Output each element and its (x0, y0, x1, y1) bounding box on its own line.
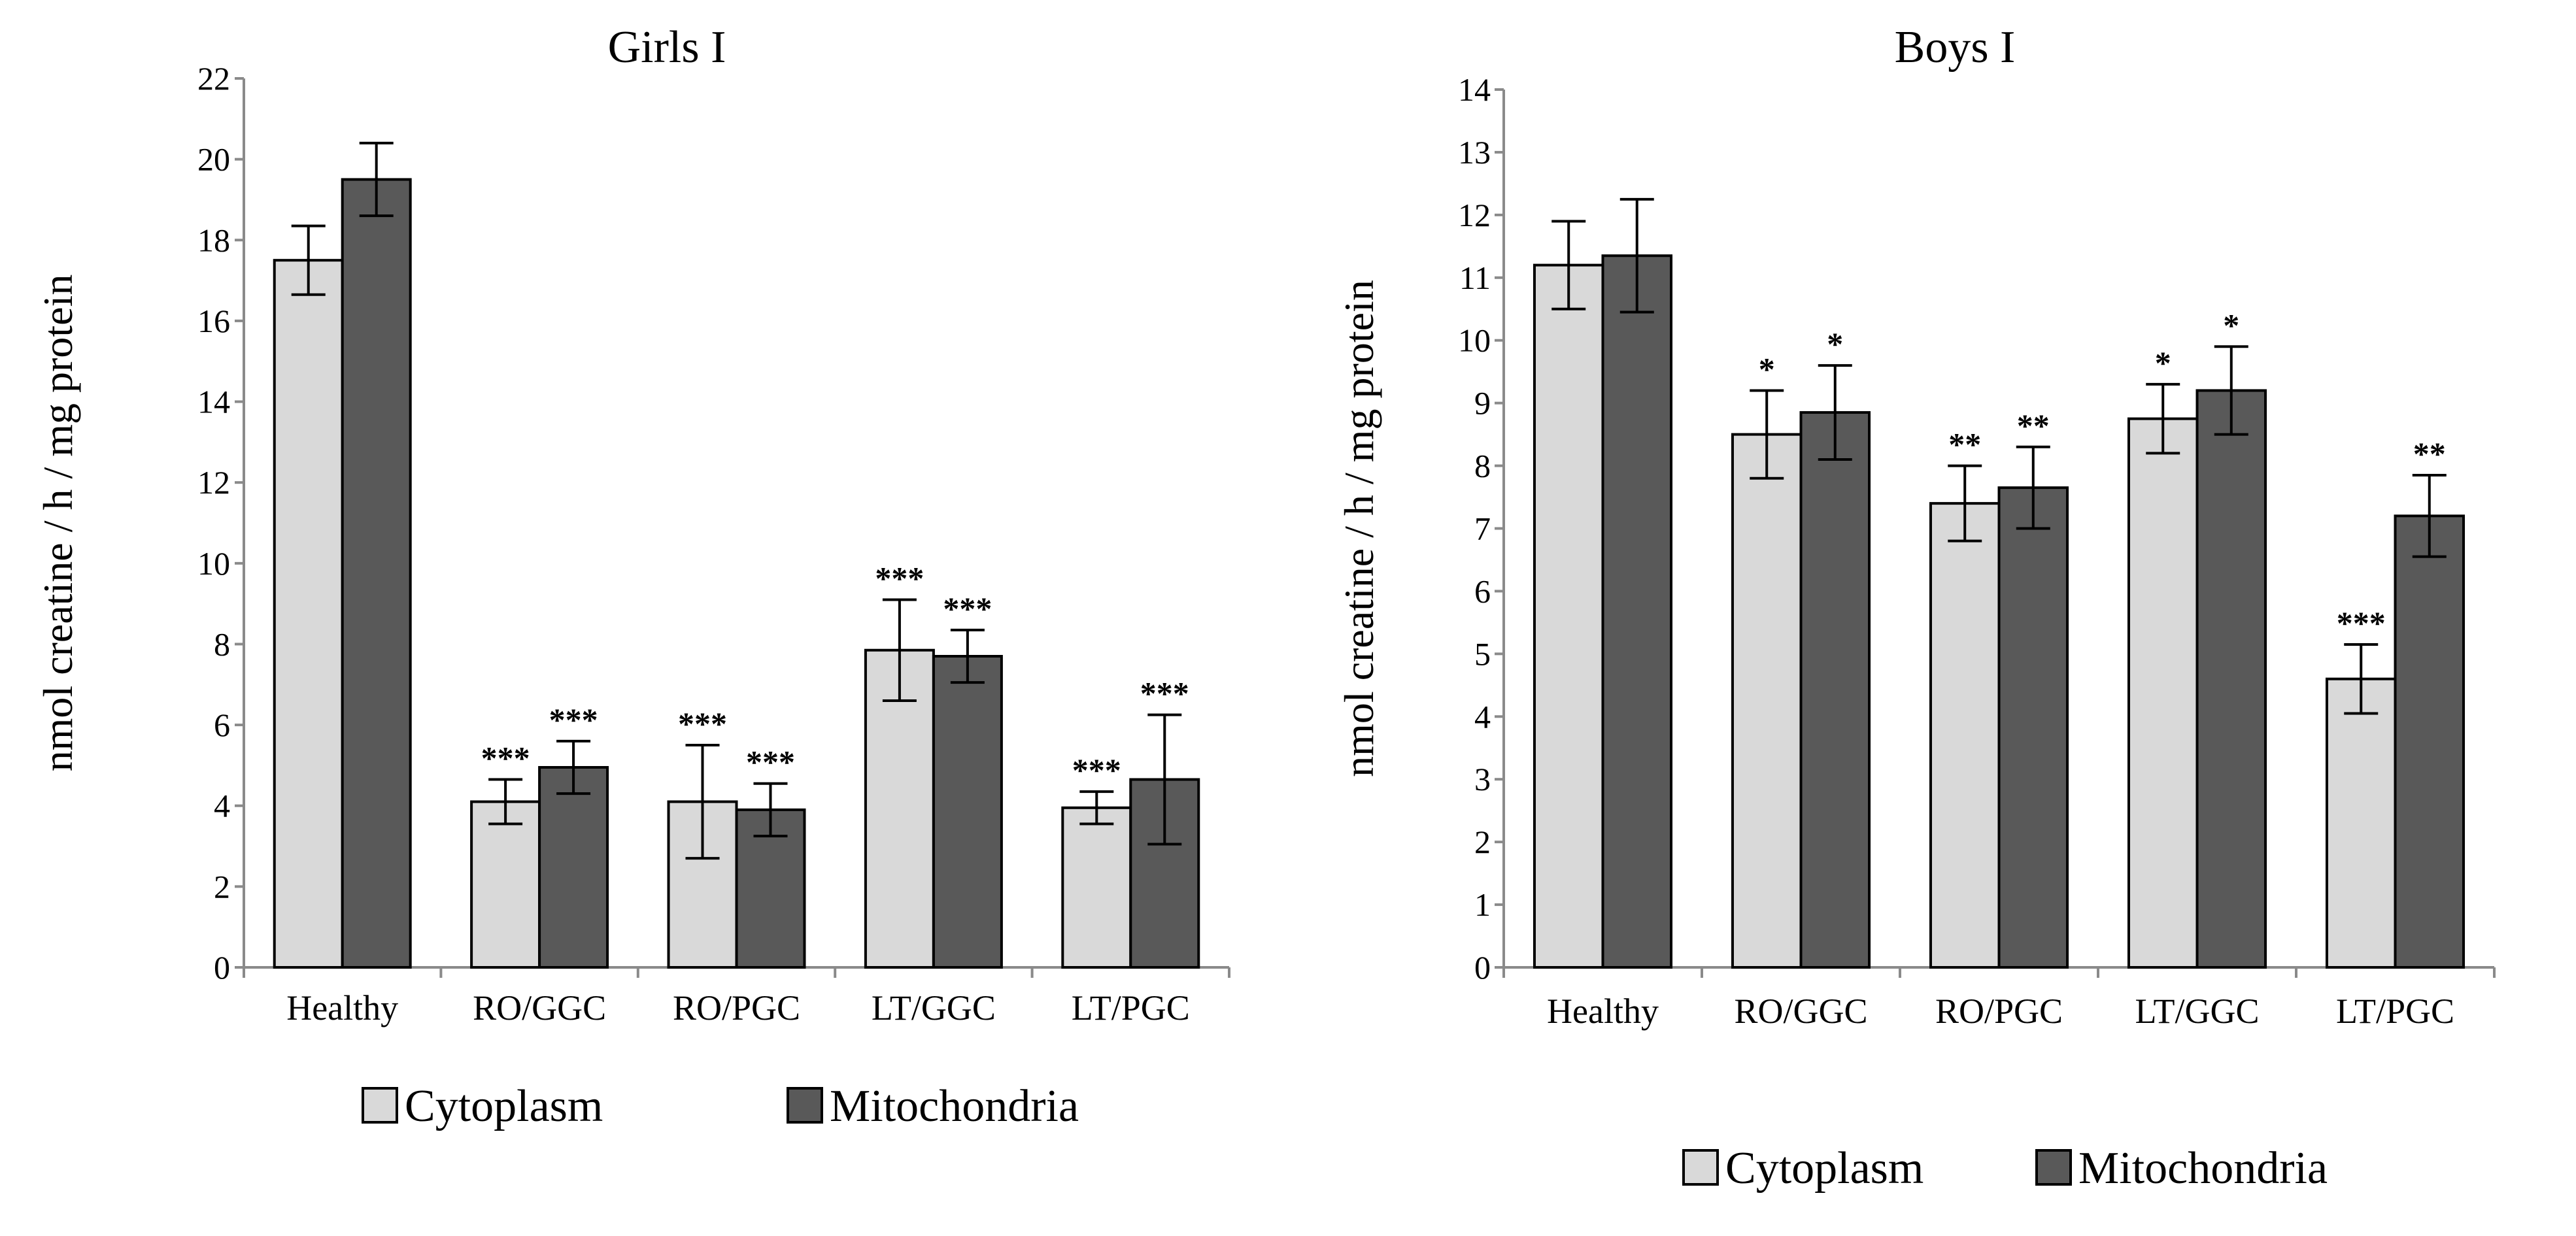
significance-mark: ** (2413, 435, 2446, 472)
x-tick-label: Healthy (286, 988, 398, 1027)
significance-mark: ** (2017, 407, 2050, 444)
y-tick-label: 18 (197, 222, 230, 258)
y-tick-label: 13 (1458, 134, 1491, 171)
legend-swatch-mitochondria (787, 1087, 823, 1124)
x-tick-label: RO/PGC (673, 988, 800, 1027)
x-tick-label: LT/PGC (2336, 992, 2454, 1031)
significance-mark: *** (2337, 605, 2386, 641)
chart-girls: Girls I nmol creatine / h / mg protein 0 2 4… (35, 22, 1230, 1131)
y-tick-label: 16 (197, 303, 230, 339)
significance-mark: * (2155, 344, 2171, 381)
legend-label-cytoplasm: Cytoplasm (1725, 1143, 1924, 1194)
chart-title: Boys I (1895, 22, 2016, 73)
significance-mark: *** (481, 740, 530, 777)
legend-swatch-cytoplasm (1682, 1149, 1719, 1186)
significance-mark: *** (1140, 675, 1189, 712)
y-tick-label: 0 (1474, 949, 1491, 986)
y-tick-label: 2 (214, 868, 230, 905)
y-tick-label: 14 (197, 384, 230, 420)
y-tick-label: 4 (214, 788, 230, 824)
bar-mitochondria (2394, 514, 2466, 969)
bar-cytoplasm (1929, 502, 2001, 969)
y-tick-label: 5 (1474, 635, 1491, 672)
y-tick-label: 22 (197, 60, 230, 97)
bar-cytoplasm (1061, 806, 1132, 969)
y-tick-label: 9 (1474, 385, 1491, 422)
bar-cytoplasm (2127, 417, 2199, 969)
bar-cytoplasm (470, 800, 541, 969)
significance-mark: *** (875, 560, 924, 596)
bar-mitochondria (341, 178, 412, 969)
significance-mark: *** (678, 705, 727, 742)
bar-cytoplasm (2325, 677, 2397, 969)
bar-mitochondria (932, 655, 1003, 969)
significance-mark: * (1759, 350, 1775, 387)
y-tick-label: 6 (1474, 573, 1491, 609)
significance-mark: ** (1948, 426, 1981, 463)
y-tick-label: 12 (197, 464, 230, 501)
significance-mark: *** (549, 701, 598, 738)
bar-cytoplasm (1731, 433, 1803, 969)
y-tick-label: 10 (1458, 322, 1491, 359)
x-tick-label: RO/PGC (1935, 992, 2063, 1031)
bar-mitochondria (1997, 486, 2069, 969)
x-tick-label: Healthy (1547, 992, 1659, 1031)
y-tick-label: 1 (1474, 886, 1491, 923)
x-tick-label: RO/GGC (473, 988, 606, 1027)
y-tick-label: 2 (1474, 824, 1491, 860)
significance-mark: * (1827, 326, 1843, 362)
bar-cytoplasm (1533, 263, 1604, 969)
y-tick-label: 11 (1459, 259, 1491, 296)
y-axis-label: nmol creatine / h / mg protein (35, 275, 81, 772)
x-tick-label: LT/GGC (2135, 992, 2259, 1031)
y-axis-label: nmol creatine / h / mg protein (1336, 280, 1382, 777)
x-tick-label: RO/GGC (1734, 992, 1867, 1031)
bar-mitochondria (538, 766, 609, 969)
y-tick-label: 10 (197, 545, 230, 582)
y-tick-label: 8 (1474, 448, 1491, 484)
y-tick-label: 20 (197, 141, 230, 178)
bar-mitochondria (1799, 411, 1871, 969)
y-tick-label: 3 (1474, 761, 1491, 797)
significance-mark: *** (746, 744, 795, 780)
x-tick-label: LT/GGC (872, 988, 996, 1027)
x-tick-label: LT/PGC (1072, 988, 1190, 1027)
legend-swatch-cytoplasm (362, 1087, 398, 1124)
y-tick-label: 4 (1474, 698, 1491, 735)
y-tick-label: 0 (214, 949, 230, 986)
bar-mitochondria (1601, 254, 1673, 969)
significance-mark: *** (1072, 752, 1121, 788)
y-tick-label: 6 (214, 707, 230, 743)
y-tick-label: 8 (214, 626, 230, 662)
bar-mitochondria (2195, 389, 2267, 969)
legend-label-cytoplasm: Cytoplasm (405, 1081, 603, 1131)
significance-mark: *** (943, 590, 992, 627)
significance-mark: * (2223, 307, 2239, 343)
chart-title: Girls I (608, 22, 726, 73)
legend-label-mitochondria: Mitochondria (2078, 1143, 2328, 1194)
y-tick-label: 12 (1458, 197, 1491, 233)
legend-label-mitochondria: Mitochondria (830, 1081, 1079, 1131)
legend-swatch-mitochondria (2035, 1149, 2072, 1186)
y-tick-label: 14 (1458, 71, 1491, 108)
bar-cytoplasm (273, 259, 344, 969)
y-tick-label: 7 (1474, 510, 1491, 547)
